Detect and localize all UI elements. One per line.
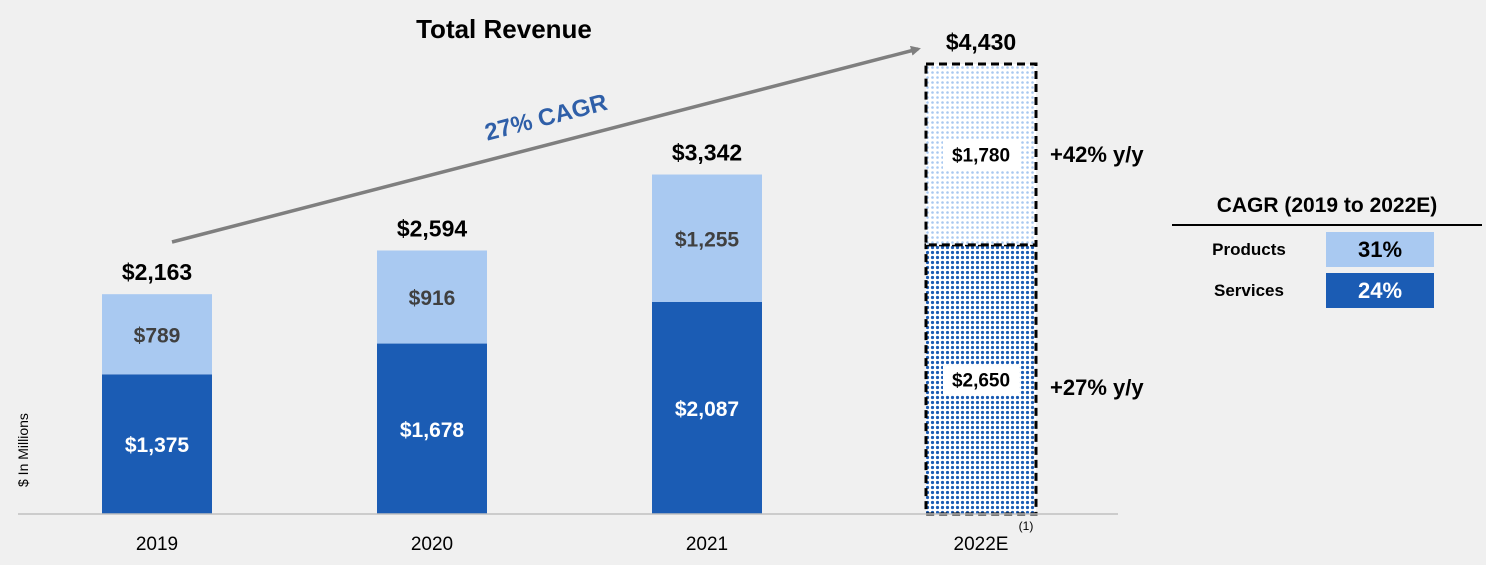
bar-label-products-2021: $1,255 [675,228,740,251]
cagr-row-services: Services 24% [1172,273,1482,308]
bar-label-services-2020: $1,678 [400,419,465,442]
growth-label-services: +27% y/y [1050,375,1144,400]
bar-products-2021 [652,174,762,303]
bar-label-services-2021: $2,087 [675,398,739,421]
x-tick-2021: 2021 [686,534,728,555]
x-axis-ticks: 2019 2020 2021 2022E (1) [136,519,1033,555]
bar-total-2019: $2,163 [122,259,192,285]
x-tick-footnote-2022E: (1) [1019,519,1034,533]
bar-label-products-2019: $789 [134,324,181,347]
bar-services-2021 [652,302,762,514]
cagr-table: CAGR (2019 to 2022E) Products 31% Servic… [1172,194,1482,308]
cagr-table-title: CAGR (2019 to 2022E) [1172,194,1482,226]
bar-products-2020 [377,250,487,344]
trend-arrow [171,45,921,244]
bar-label-products-2022E: $1,780 [952,145,1010,166]
x-tick-2019: 2019 [136,534,178,555]
bar-total-2022E: $4,430 [946,29,1016,55]
cagr-label-services: Services [1214,280,1284,300]
cagr-value-products: 31% [1326,232,1434,267]
bars-group: $1,375 $789 $2,163 $1,678 $916 $2,594 $2,087 $1… [102,29,1038,516]
x-tick-2020: 2020 [411,534,453,555]
bar-services-2019 [102,374,212,514]
bar-label-services-2022E: $2,650 [952,370,1010,391]
x-tick-2022E: 2022E [954,534,1009,555]
bar-total-2021: $3,342 [672,140,742,166]
bar-products-2019 [102,294,212,375]
bar-label-products-2020: $916 [409,287,456,310]
cagr-row-products: Products 31% [1172,232,1482,267]
trend-annotation: 27% CAGR [482,89,610,147]
bar-label-box-services-2022E [943,365,1019,396]
growth-label-products: +42% y/y [1050,142,1144,167]
cagr-label-products: Products [1212,239,1286,259]
bar-label-services-2019: $1,375 [125,434,190,457]
bar-label-box-products-2022E [943,140,1019,171]
y-axis-label: $ In Millions [15,413,31,487]
bar-total-2020: $2,594 [397,216,468,242]
chart-title: Total Revenue [416,14,592,44]
bar-services-2020 [377,343,487,514]
cagr-value-services: 24% [1326,273,1434,308]
